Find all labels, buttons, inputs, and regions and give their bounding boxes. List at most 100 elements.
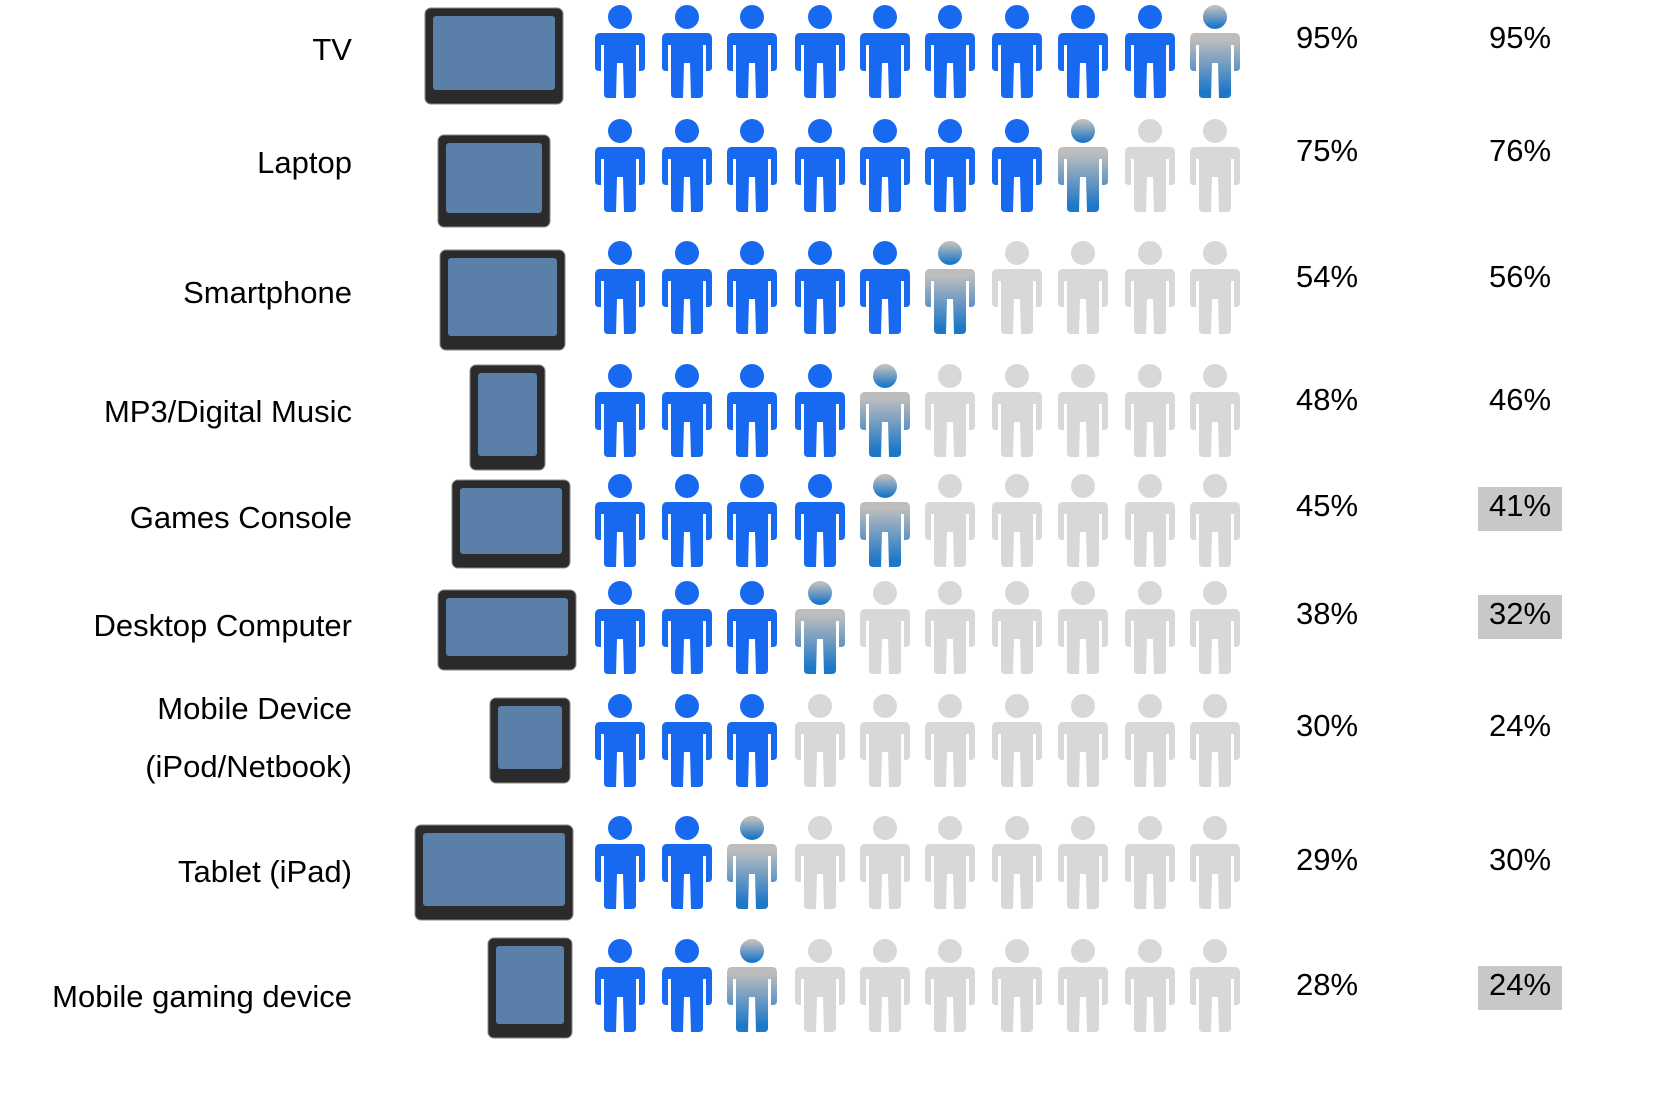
person-body xyxy=(1058,722,1108,787)
person-icon xyxy=(795,5,845,98)
person-head xyxy=(1203,816,1227,840)
person-icon xyxy=(1190,119,1240,212)
person-icon xyxy=(1125,241,1175,334)
person-head xyxy=(608,694,632,718)
person-icon xyxy=(1058,581,1108,674)
person-head xyxy=(740,939,764,963)
person-icon xyxy=(595,364,645,457)
product-image xyxy=(439,249,566,351)
person-head xyxy=(1203,939,1227,963)
person-icon xyxy=(925,816,975,909)
icon-row xyxy=(595,581,1240,674)
person-body xyxy=(727,609,777,674)
person-icon xyxy=(860,364,910,457)
person-body xyxy=(595,269,645,334)
person-body xyxy=(595,147,645,212)
person-body xyxy=(1125,269,1175,334)
value-label: 28% xyxy=(1296,967,1358,1002)
person-body xyxy=(992,967,1042,1032)
person-icon xyxy=(860,939,910,1032)
person-head xyxy=(938,939,962,963)
person-body xyxy=(595,392,645,457)
person-icon xyxy=(727,694,777,787)
person-head xyxy=(740,241,764,265)
person-body xyxy=(1058,392,1108,457)
person-icon xyxy=(727,364,777,457)
icon-row xyxy=(595,5,1240,98)
person-head xyxy=(675,581,699,605)
person-body xyxy=(662,609,712,674)
value-label: 45% xyxy=(1296,488,1358,523)
person-head xyxy=(1005,364,1029,388)
person-body xyxy=(795,269,845,334)
category-label: Laptop xyxy=(257,145,352,180)
person-icon xyxy=(795,694,845,787)
product-image xyxy=(489,697,571,784)
person-icon xyxy=(595,474,645,567)
category-label: Desktop Computer xyxy=(93,608,352,643)
person-icon xyxy=(595,241,645,334)
person-body xyxy=(1190,269,1240,334)
person-body xyxy=(1125,967,1175,1032)
person-head xyxy=(1203,474,1227,498)
person-icon xyxy=(992,364,1042,457)
person-head xyxy=(608,119,632,143)
person-head xyxy=(1005,816,1029,840)
person-body xyxy=(662,147,712,212)
person-icon xyxy=(795,581,845,674)
product-image xyxy=(437,589,577,671)
image-screen xyxy=(498,706,562,769)
person-icon xyxy=(860,5,910,98)
person-head xyxy=(938,694,962,718)
person-head xyxy=(1138,581,1162,605)
person-icon xyxy=(795,241,845,334)
person-icon xyxy=(992,5,1042,98)
person-body xyxy=(727,392,777,457)
product-image xyxy=(487,937,573,1039)
person-body xyxy=(662,33,712,98)
person-icon xyxy=(595,581,645,674)
person-body xyxy=(795,844,845,909)
person-icon xyxy=(860,694,910,787)
person-icon xyxy=(860,241,910,334)
person-body xyxy=(860,722,910,787)
person-head xyxy=(675,5,699,29)
person-body xyxy=(662,269,712,334)
person-head xyxy=(1203,241,1227,265)
person-icon xyxy=(1058,816,1108,909)
person-icon xyxy=(860,119,910,212)
person-body xyxy=(925,609,975,674)
person-body xyxy=(860,147,910,212)
person-head xyxy=(1005,694,1029,718)
person-icon xyxy=(992,474,1042,567)
person-body xyxy=(992,147,1042,212)
person-body xyxy=(860,609,910,674)
person-icon xyxy=(727,5,777,98)
person-icon xyxy=(727,581,777,674)
person-body xyxy=(662,967,712,1032)
person-body xyxy=(1058,147,1108,212)
person-icon xyxy=(1190,816,1240,909)
image-screen xyxy=(433,16,555,90)
value-label: 29% xyxy=(1296,842,1358,877)
person-icon xyxy=(1190,5,1240,98)
person-icon xyxy=(925,474,975,567)
value-label: 48% xyxy=(1296,382,1358,417)
person-head xyxy=(873,939,897,963)
person-icon xyxy=(992,119,1042,212)
person-body xyxy=(1058,609,1108,674)
person-head xyxy=(608,816,632,840)
value-label: 95% xyxy=(1489,20,1551,55)
person-body xyxy=(925,502,975,567)
person-body xyxy=(1190,967,1240,1032)
person-icon xyxy=(1058,241,1108,334)
person-icon xyxy=(662,119,712,212)
person-head xyxy=(740,119,764,143)
person-icon xyxy=(1190,694,1240,787)
icon-row xyxy=(595,939,1240,1032)
person-icon xyxy=(1058,694,1108,787)
image-screen xyxy=(446,143,542,213)
person-head xyxy=(873,241,897,265)
person-body xyxy=(1190,609,1240,674)
person-head xyxy=(1005,474,1029,498)
